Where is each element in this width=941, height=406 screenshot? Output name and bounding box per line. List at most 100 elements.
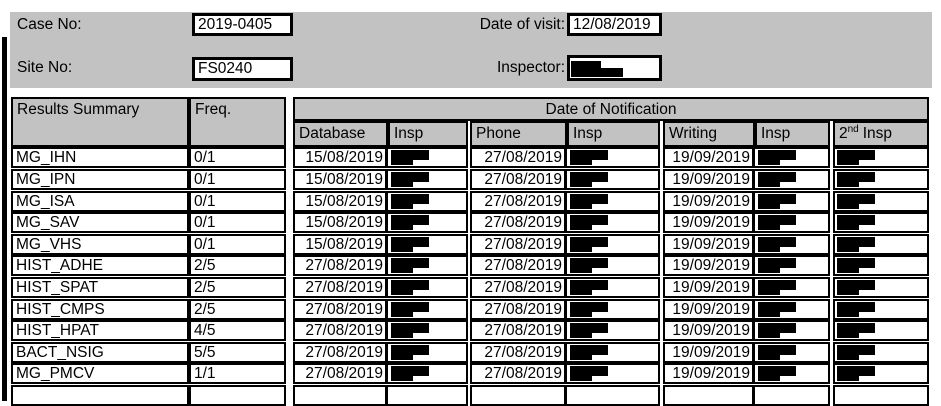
inspector-field[interactable]: [567, 55, 662, 81]
phone-date: 27/08/2019: [472, 322, 567, 340]
database-insp-cell: 27/08/2019: [293, 341, 468, 363]
freq-cell: 0/1: [189, 233, 286, 255]
second-insp-cell: [833, 255, 929, 277]
table-row: MG_IHN 0/1 15/08/2019 27/08/2019 19/09/2019: [0, 147, 941, 169]
test-name-cell: HIST_ADHE: [11, 255, 189, 277]
database-date: 27/08/2019: [295, 343, 388, 361]
phone-date: 27/08/2019: [472, 149, 567, 167]
redaction-insp-writing: [758, 258, 796, 274]
writing-insp-cell: 19/09/2019: [663, 298, 830, 320]
insp-header-1: Insp: [388, 121, 468, 147]
redaction-insp-writing: [758, 215, 796, 231]
writing-date: 19/09/2019: [665, 343, 755, 361]
redaction-insp-database: [391, 150, 429, 166]
database-date: 15/08/2019: [295, 214, 388, 232]
test-name-cell: MG_IPN: [11, 169, 189, 190]
database-date: 15/08/2019: [295, 192, 388, 210]
database-insp-cell: 15/08/2019: [293, 233, 468, 255]
database-insp-cell: 15/08/2019: [293, 212, 468, 234]
test-name-cell: MG_PMCV: [11, 363, 189, 385]
phone-insp-cell: 27/08/2019: [470, 277, 660, 298]
redaction-insp-phone: [570, 301, 608, 317]
second-insp-cell: [833, 341, 929, 363]
writing-date: 19/09/2019: [665, 214, 755, 232]
redaction-insp-writing: [758, 323, 796, 339]
phone-date: 27/08/2019: [472, 171, 567, 188]
date-of-visit-field[interactable]: 12/08/2019: [567, 13, 662, 36]
phone-insp-cell: 27/08/2019: [470, 212, 660, 234]
database-date: 15/08/2019: [295, 149, 388, 167]
freq-header: Freq.: [189, 97, 286, 147]
redaction-insp-writing: [758, 280, 796, 295]
redaction-insp-database: [391, 280, 429, 295]
redaction-insp-phone: [570, 366, 608, 382]
database-date: 27/08/2019: [295, 257, 388, 275]
case-no-field[interactable]: 2019-0405: [192, 13, 293, 36]
phone-date: 27/08/2019: [472, 300, 567, 318]
test-name-cell: [11, 385, 189, 406]
redaction-2nd-insp: [837, 366, 875, 382]
database-date: [295, 387, 388, 404]
phone-insp-cell: 27/08/2019: [470, 255, 660, 277]
redaction-insp-phone: [570, 280, 608, 295]
test-name-cell: MG_VHS: [11, 233, 189, 255]
second-insp-rest: Insp: [862, 125, 893, 142]
freq-cell: [189, 385, 286, 406]
writing-insp-cell: 19/09/2019: [663, 190, 830, 212]
redaction-2nd-insp: [837, 150, 875, 166]
redaction-insp-database: [391, 366, 429, 382]
second-insp-base: 2: [839, 125, 848, 142]
redaction-insp-database: [391, 215, 429, 231]
database-date: 15/08/2019: [295, 235, 388, 253]
redaction-2nd-insp: [837, 172, 875, 187]
database-insp-cell: 27/08/2019: [293, 298, 468, 320]
writing-insp-cell: 19/09/2019: [663, 255, 830, 277]
redaction-insp-database: [391, 301, 429, 317]
writing-date: 19/09/2019: [665, 149, 755, 167]
test-name-cell: HIST_CMPS: [11, 298, 189, 320]
table-row: MG_IPN 0/1 15/08/2019 27/08/2019 19/09/2019: [0, 169, 941, 190]
database-insp-cell: 27/08/2019: [293, 277, 468, 298]
redaction-2nd-insp: [837, 280, 875, 295]
database-header: Database: [293, 121, 388, 147]
writing-date: 19/09/2019: [665, 235, 755, 253]
writing-insp-cell: 19/09/2019: [663, 169, 830, 190]
redaction-2nd-insp: [837, 323, 875, 339]
test-name-cell: HIST_SPAT: [11, 277, 189, 298]
results-summary-header: Results Summary: [11, 97, 189, 147]
redaction-insp-writing: [758, 301, 796, 317]
redaction-insp-writing: [758, 344, 796, 360]
phone-insp-cell: 27/08/2019: [470, 169, 660, 190]
second-insp-cell: [833, 363, 929, 385]
case-no-label: Case No:: [17, 16, 82, 33]
second-insp-cell: [833, 147, 929, 169]
second-insp-header: 2nd Insp: [833, 121, 929, 147]
phone-date: 27/08/2019: [472, 279, 567, 296]
second-insp-cell: [833, 385, 929, 406]
redaction-2nd-insp: [837, 344, 875, 360]
writing-date: 19/09/2019: [665, 192, 755, 210]
freq-cell: 0/1: [189, 212, 286, 234]
site-no-field[interactable]: FS0240: [192, 57, 293, 81]
redaction-2nd-insp: [837, 193, 875, 209]
writing-date: 19/09/2019: [665, 300, 755, 318]
writing-header: Writing: [663, 121, 755, 147]
writing-insp-cell: 19/09/2019: [663, 277, 830, 298]
redaction-insp-writing: [758, 236, 796, 252]
phone-date: 27/08/2019: [472, 365, 567, 383]
database-insp-cell: 27/08/2019: [293, 363, 468, 385]
table-row: HIST_HPAT 4/5 27/08/2019 27/08/2019 19/09/20…: [0, 320, 941, 342]
phone-date: 27/08/2019: [472, 192, 567, 210]
redaction-2nd-insp: [837, 215, 875, 231]
redaction-insp-writing: [758, 150, 796, 166]
database-insp-cell: [293, 385, 468, 406]
database-insp-cell: 15/08/2019: [293, 190, 468, 212]
redaction-insp-phone: [570, 172, 608, 187]
redaction-insp-phone: [570, 215, 608, 231]
writing-date: 19/09/2019: [665, 279, 755, 296]
redaction-insp-database: [391, 236, 429, 252]
site-no-value: FS0240: [198, 60, 253, 77]
insp-header-2: Insp: [567, 121, 660, 147]
redaction-insp-database: [391, 193, 429, 209]
